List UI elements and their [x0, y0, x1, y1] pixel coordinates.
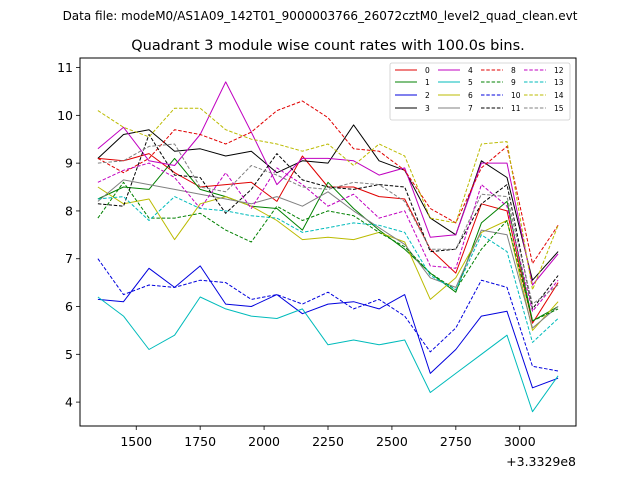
y-tick-label: 7: [65, 251, 73, 266]
legend-label-15: 15: [554, 104, 564, 113]
legend-label-7: 7: [468, 104, 473, 113]
series-line-7: [97, 179, 559, 329]
legend-label-12: 12: [554, 66, 564, 75]
x-axis-offset-label: +3.3329e8: [506, 454, 576, 469]
series-line-3: [97, 124, 559, 281]
x-axis: 1500 1750 2000 2250 2500 2750 3000: [120, 426, 536, 449]
legend-label-11: 11: [511, 104, 521, 113]
series-line-15: [97, 143, 559, 305]
y-tick-label: 11: [57, 60, 73, 75]
series-line-13: [97, 196, 559, 343]
series-line-6: [97, 186, 559, 331]
series-line-11: [97, 134, 559, 310]
x-tick-label: 1500: [120, 434, 152, 449]
legend-label-1: 1: [425, 78, 430, 87]
legend-box: [389, 62, 571, 121]
legend-label-2: 2: [425, 91, 430, 100]
legend-label-9: 9: [511, 78, 516, 87]
series-line-9: [97, 181, 559, 322]
series-line-1: [97, 157, 559, 322]
legend-label-8: 8: [511, 66, 516, 75]
y-tick-label: 8: [65, 203, 73, 218]
y-tick-label: 4: [65, 395, 73, 410]
y-axis: 4 5 6 7 8 9 10 11: [57, 60, 80, 410]
y-tick-label: 9: [65, 156, 73, 171]
series-line-10: [97, 258, 559, 372]
y-tick-label: 10: [57, 108, 73, 123]
data-file-caption: Data file: modeM0/AS1A09_142T01_90000037…: [63, 9, 578, 23]
legend-label-4: 4: [468, 66, 473, 75]
x-tick-label: 2500: [376, 434, 408, 449]
legend-label-3: 3: [425, 104, 430, 113]
x-tick-label: 2000: [248, 434, 280, 449]
y-tick-label: 5: [65, 347, 73, 362]
x-tick-label: 2250: [312, 434, 344, 449]
chart-title: Quadrant 3 module wise count rates with …: [131, 38, 525, 54]
x-tick-label: 3000: [504, 434, 536, 449]
x-tick-label: 1750: [184, 434, 216, 449]
series-layer: [97, 81, 559, 413]
legend-label-10: 10: [511, 91, 521, 100]
legend-label-13: 13: [554, 78, 564, 87]
y-tick-label: 6: [65, 299, 73, 314]
series-line-12: [97, 162, 559, 312]
legend-label-6: 6: [468, 91, 473, 100]
x-tick-label: 2750: [440, 434, 472, 449]
series-line-4: [97, 81, 559, 286]
legend-label-0: 0: [425, 66, 430, 75]
legend-label-14: 14: [554, 91, 564, 100]
legend-label-5: 5: [468, 78, 473, 87]
series-line-8: [97, 100, 559, 264]
series-line-5: [97, 296, 559, 413]
series-line-14: [97, 107, 559, 291]
